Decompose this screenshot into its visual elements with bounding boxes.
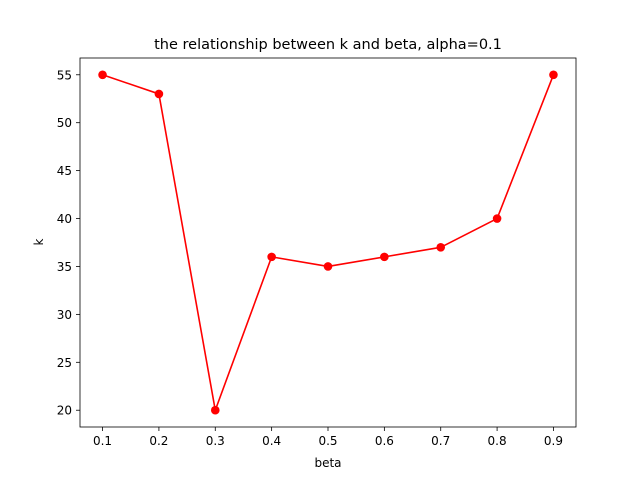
data-point: [436, 242, 446, 252]
x-axis-label: beta: [314, 456, 341, 470]
x-tick-label: 0.1: [93, 434, 112, 448]
data-point: [323, 262, 333, 271]
data-point: [492, 214, 502, 223]
series-line: [102, 74, 555, 412]
ticks: 0.1 0.2 0.3 0.4 0.5 0.6 0.7 0.8 0.9 20 25 30 35 40 45 5…: [57, 68, 563, 448]
y-tick-label: 20: [57, 404, 72, 418]
y-tick-label: 35: [57, 260, 72, 274]
y-tick-label: 30: [57, 308, 72, 322]
x-tick-label: 0.9: [544, 434, 563, 448]
series: [98, 70, 558, 415]
x-tick-label: 0.8: [488, 434, 507, 448]
y-tick-label: 25: [57, 356, 72, 370]
y-tick-label: 50: [57, 116, 72, 130]
y-axis-label: k: [32, 238, 46, 245]
data-point: [210, 405, 220, 415]
data-point: [267, 252, 276, 262]
x-tick-label: 0.3: [206, 434, 225, 448]
y-tick-label: 40: [57, 212, 72, 226]
x-tick-label: 0.2: [149, 434, 168, 448]
y-tick-label: 55: [57, 68, 72, 82]
data-point: [380, 252, 389, 262]
chart-title: the relationship between k and beta, alp…: [154, 37, 502, 53]
y-tick-label: 45: [57, 164, 72, 178]
data-point: [98, 70, 107, 80]
data-point: [549, 70, 558, 80]
x-tick-label: 0.6: [375, 434, 394, 448]
data-point: [154, 89, 164, 99]
x-tick-label: 0.4: [262, 434, 281, 448]
x-tick-label: 0.7: [431, 434, 450, 448]
plot-frame: [79, 57, 577, 428]
axes: [79, 57, 577, 428]
x-tick-label: 0.5: [318, 434, 337, 448]
